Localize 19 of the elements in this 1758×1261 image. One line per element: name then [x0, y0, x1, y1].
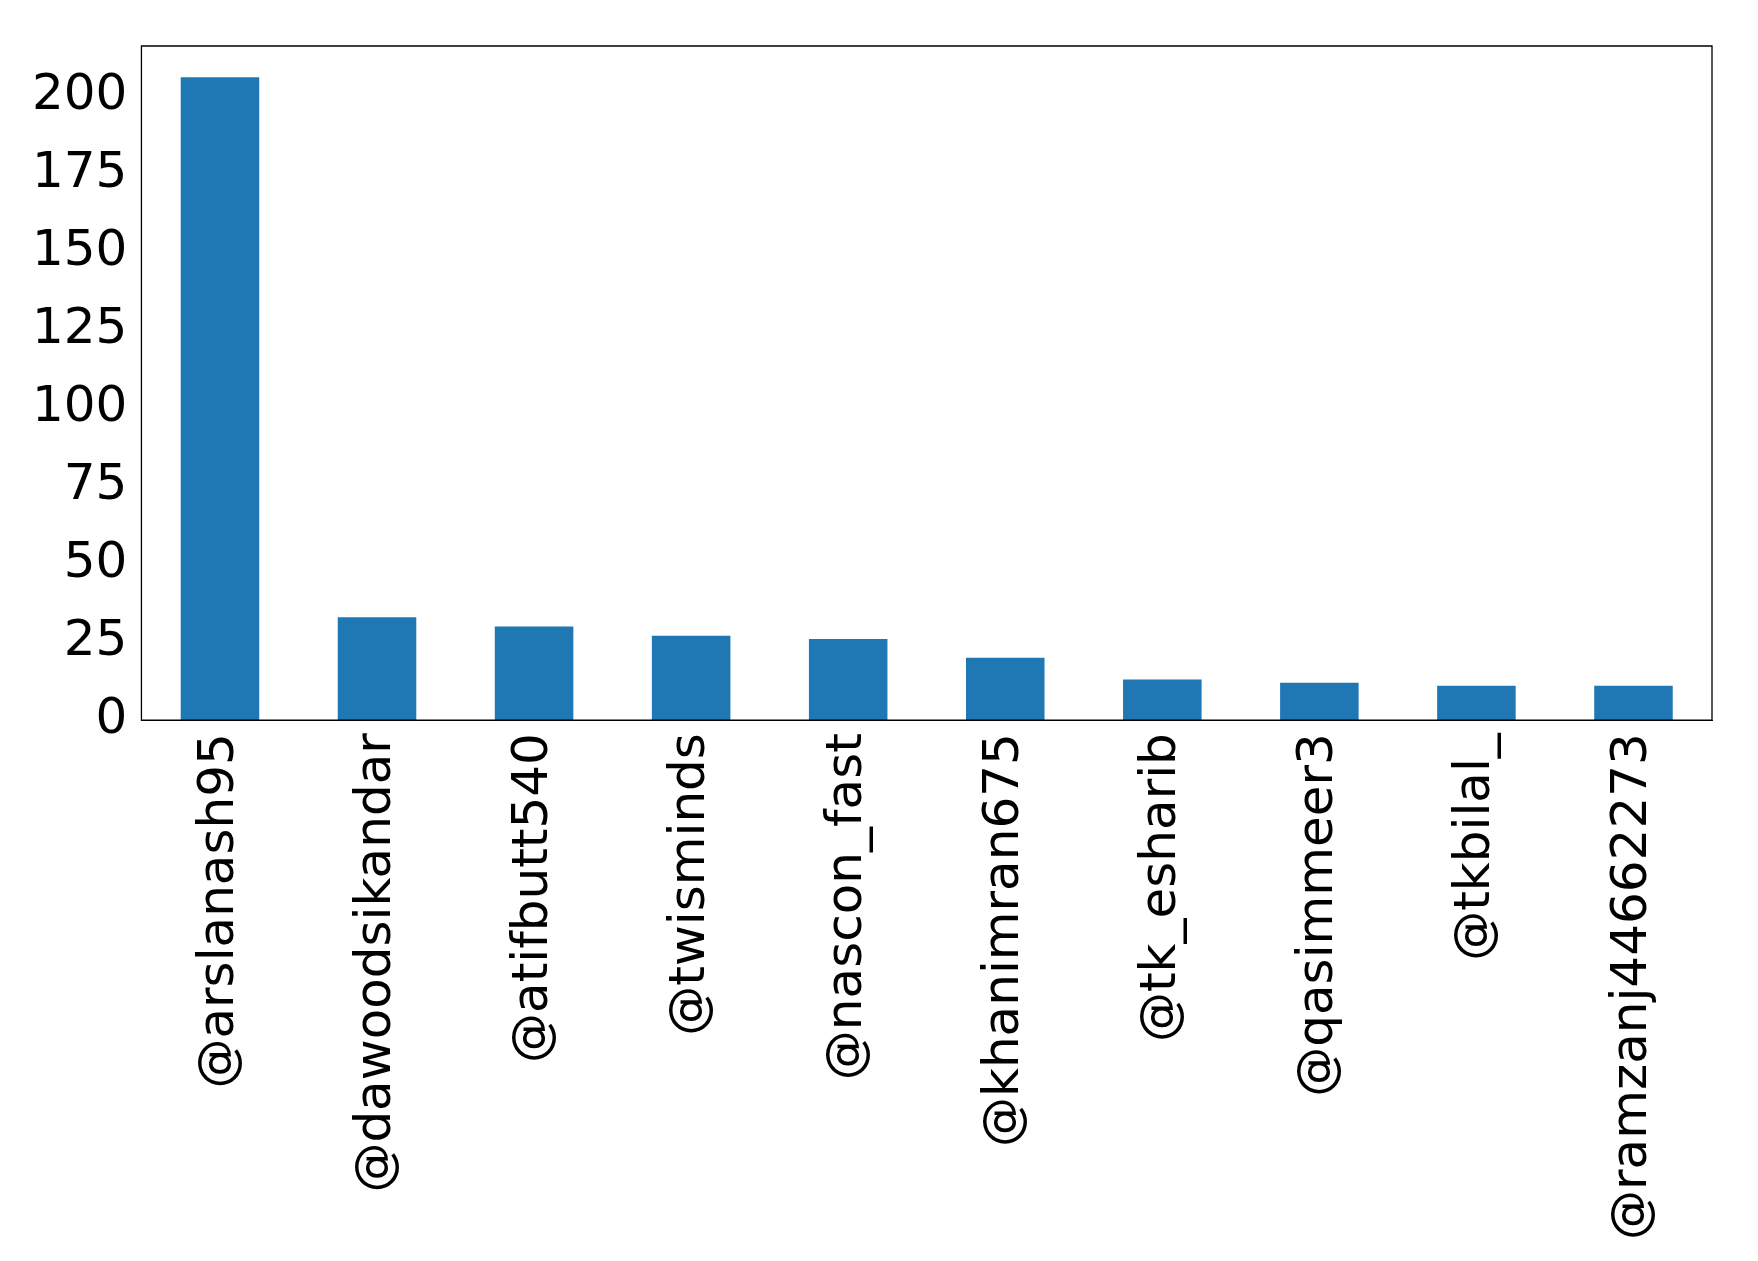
x-tick-label: @nascon_fast — [815, 733, 874, 1081]
x-tick-label: @dawoodsikandar — [344, 732, 402, 1193]
x-tick-label: @ramzanj44662273 — [1600, 733, 1659, 1241]
x-tick-label: @tkbilal_ — [1443, 732, 1502, 961]
x-tick-label: @tk_esharib — [1129, 733, 1188, 1043]
y-tick-label: 100 — [32, 375, 128, 434]
y-tick-label: 125 — [32, 297, 128, 355]
x-tick-label: @twisminds — [658, 733, 717, 1036]
y-tick-label: 25 — [63, 609, 128, 668]
x-tick-label: @qasimmeer3 — [1286, 733, 1345, 1097]
y-tick-label: 50 — [63, 531, 128, 590]
y-tick-label: 0 — [95, 687, 128, 746]
y-tick-label: 200 — [32, 62, 128, 121]
y-tick-label: 175 — [32, 140, 128, 199]
y-tick-label: 150 — [32, 218, 128, 277]
x-tick-label: @atifbutt540 — [501, 733, 560, 1063]
x-tick-label: @arslanash95 — [186, 733, 245, 1089]
y-tick-label: 75 — [63, 453, 128, 512]
x-tick-label: @khanimran675 — [972, 733, 1031, 1148]
